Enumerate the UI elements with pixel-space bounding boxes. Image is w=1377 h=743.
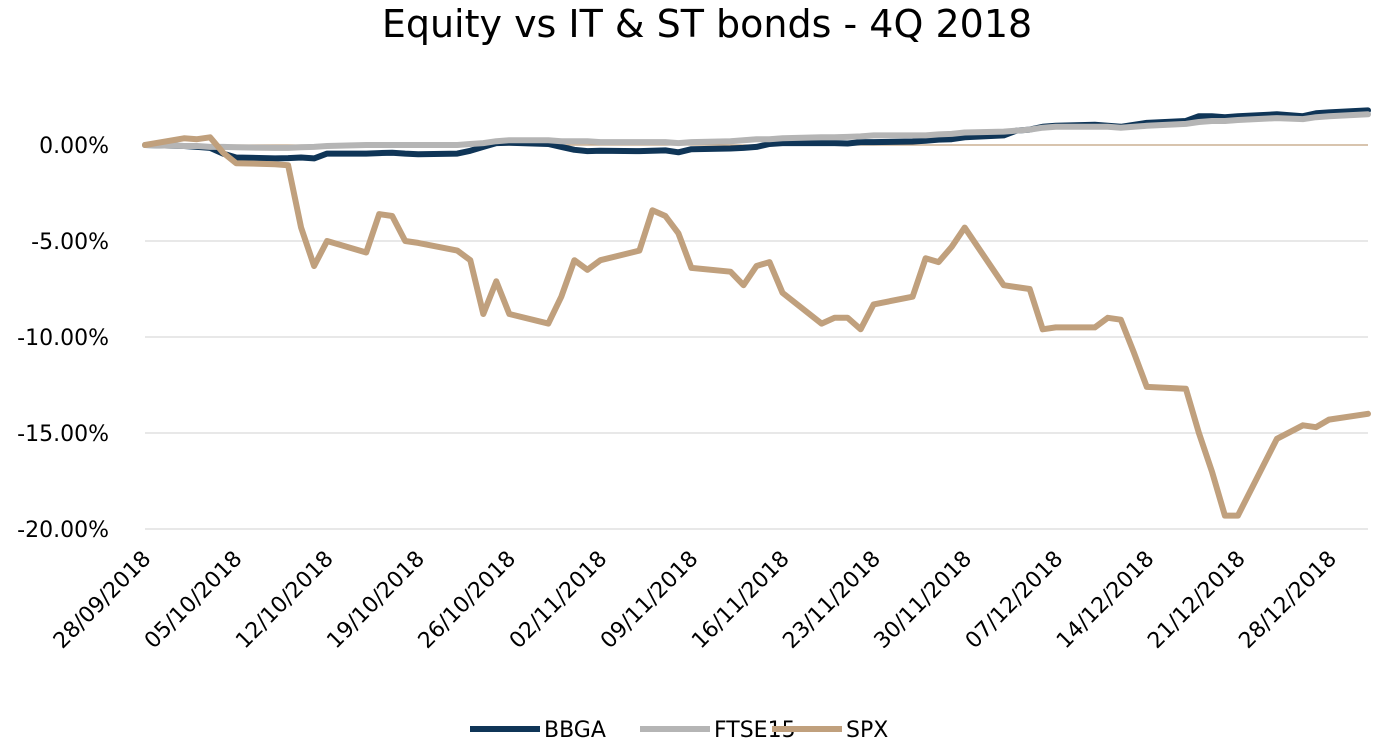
y-axis-labels: 0.00% -5.00% -10.00% -15.00% -20.00% [17,134,109,543]
y-tick-label: 0.00% [39,134,109,159]
legend: BBGA FTSE15 SPX [470,718,888,743]
x-tick-label: 02/11/2018 [505,547,612,654]
x-tick-label: 07/12/2018 [961,547,1068,654]
x-tick-label: 19/10/2018 [322,547,429,654]
x-tick-label: 14/12/2018 [1052,547,1159,654]
y-tick-label: -20.00% [17,518,109,543]
legend-label-bbga: BBGA [544,718,606,743]
y-tick-label: -5.00% [31,230,109,255]
series-lines [142,107,1371,519]
x-tick-label: 09/11/2018 [596,547,703,654]
x-tick-label: 05/10/2018 [140,547,247,654]
x-tick-label: 28/09/2018 [49,547,156,654]
x-axis-labels: 28/09/201805/10/201812/10/201819/10/2018… [49,547,1342,654]
x-tick-label: 16/11/2018 [687,547,794,654]
series-line-spx [142,134,1371,519]
x-tick-label: 28/12/2018 [1234,547,1341,654]
x-tick-label: 23/11/2018 [778,547,885,654]
x-tick-label: 26/10/2018 [414,547,521,654]
gridlines [145,240,1368,530]
chart-title: Equity vs IT & ST bonds - 4Q 2018 [382,2,1032,46]
x-tick-label: 21/12/2018 [1143,547,1250,654]
series-line-ftse15 [142,111,1371,151]
legend-label-spx: SPX [846,718,888,743]
y-tick-label: -10.00% [17,326,109,351]
y-tick-label: -15.00% [17,422,109,447]
series-line-bbga [142,107,1371,162]
x-tick-label: 30/11/2018 [870,547,977,654]
x-tick-label: 12/10/2018 [231,547,338,654]
